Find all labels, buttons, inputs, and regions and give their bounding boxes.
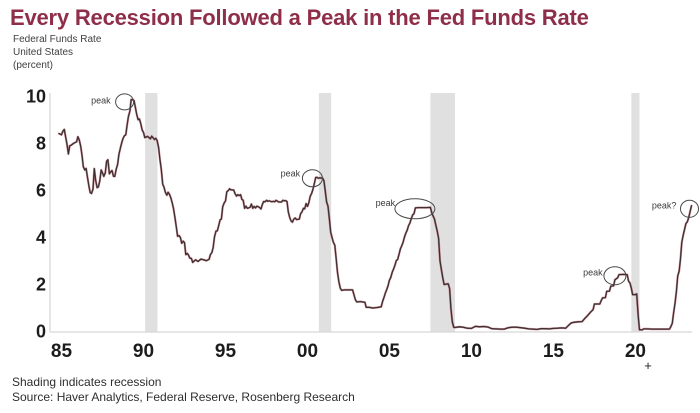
peak-annotation-label: peak? bbox=[652, 200, 677, 210]
source-attribution: Source: Haver Analytics, Federal Reserve… bbox=[12, 390, 355, 404]
x-tick-label: 05 bbox=[379, 341, 401, 362]
peak-annotation-label: peak bbox=[91, 96, 111, 106]
y-tick-label: 4 bbox=[36, 228, 46, 248]
y-tick-label: 0 bbox=[36, 322, 46, 342]
chart-subtitle-line-1: Federal Funds Rate bbox=[13, 34, 102, 45]
peak-annotation-circle bbox=[115, 93, 135, 111]
fed-funds-line bbox=[58, 98, 693, 331]
x-tick-label: 90 bbox=[133, 341, 154, 362]
x-tick-label: 00 bbox=[297, 341, 318, 362]
y-tick-label: 8 bbox=[36, 134, 46, 154]
peak-annotation-label: peak bbox=[583, 267, 603, 277]
x-axis-plus-label: + bbox=[644, 358, 652, 373]
x-tick-label: 95 bbox=[215, 341, 237, 362]
x-tick-label: 10 bbox=[461, 341, 482, 362]
peak-annotation-circle bbox=[301, 169, 323, 188]
recession-band bbox=[318, 93, 332, 332]
y-tick-label: 2 bbox=[36, 275, 46, 295]
peak-annotation-label: peak bbox=[281, 169, 301, 179]
recession-band bbox=[631, 93, 640, 332]
peak-annotation-circle bbox=[680, 199, 699, 218]
chart-subtitle-line-3: (percent) bbox=[13, 60, 54, 71]
y-tick-label: 6 bbox=[36, 181, 46, 201]
chart-subtitle: Federal Funds Rate United States (percen… bbox=[13, 33, 101, 72]
x-tick-label: 85 bbox=[51, 341, 73, 362]
x-tick-label: 15 bbox=[543, 341, 565, 362]
recession-shading-note: Shading indicates recession bbox=[12, 375, 162, 389]
recession-band bbox=[145, 93, 158, 332]
x-tick-label: 20 bbox=[625, 341, 646, 362]
peak-annotation-circle bbox=[603, 266, 627, 286]
fed-funds-line-chart: 0 2 4 6 8 10 85 90 95 00 05 10 15 20+ peak peak peak peak… bbox=[26, 87, 699, 373]
chart-title: Every Recession Followed a Peak in the F… bbox=[10, 5, 589, 30]
peak-annotation-label: peak bbox=[376, 198, 396, 208]
chart-subtitle-line-2: United States bbox=[13, 47, 74, 58]
y-tick-label: 10 bbox=[26, 87, 46, 107]
peak-annotation-circle bbox=[394, 198, 436, 220]
